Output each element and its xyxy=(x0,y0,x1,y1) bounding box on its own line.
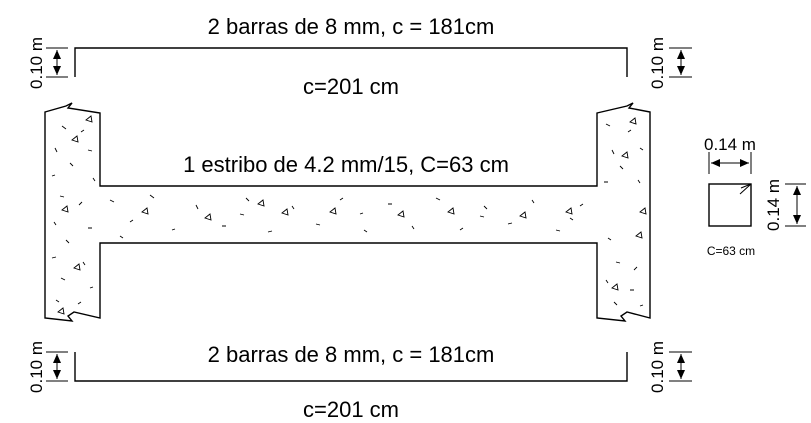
dim-hook-top-left xyxy=(46,47,68,78)
concrete-texture xyxy=(51,115,647,315)
dim-section-height xyxy=(785,183,806,227)
stirrup-section xyxy=(708,183,752,227)
hook-label-bottom-left: 0.10 m xyxy=(27,341,46,393)
top-bar xyxy=(74,47,628,77)
dim-section-width xyxy=(708,152,752,174)
hook-label-bottom-right: 0.10 m xyxy=(648,341,667,393)
top-length-label: c=201 cm xyxy=(303,74,399,99)
stirrup-hook xyxy=(739,183,752,195)
dim-hook-top-right xyxy=(669,47,692,78)
top-bars-label: 2 barras de 8 mm, c = 181cm xyxy=(208,14,495,39)
section-perimeter-label: C=63 cm xyxy=(707,244,755,258)
dim-hook-bottom-left xyxy=(46,351,68,382)
section-width-label: 0.14 m xyxy=(704,135,756,154)
beam-concrete-outline xyxy=(44,102,651,322)
hook-label-top-right: 0.10 m xyxy=(648,37,667,89)
stirrup-label: 1 estribo de 4.2 mm/15, C=63 cm xyxy=(183,152,509,177)
section-height-label: 0.14 m xyxy=(764,179,783,231)
bottom-bars-label: 2 barras de 8 mm, c = 181cm xyxy=(208,342,495,367)
bottom-bar xyxy=(74,352,628,382)
dim-hook-bottom-right xyxy=(669,351,692,382)
hook-label-top-left: 0.10 m xyxy=(27,37,46,89)
bottom-length-label: c=201 cm xyxy=(303,397,399,422)
